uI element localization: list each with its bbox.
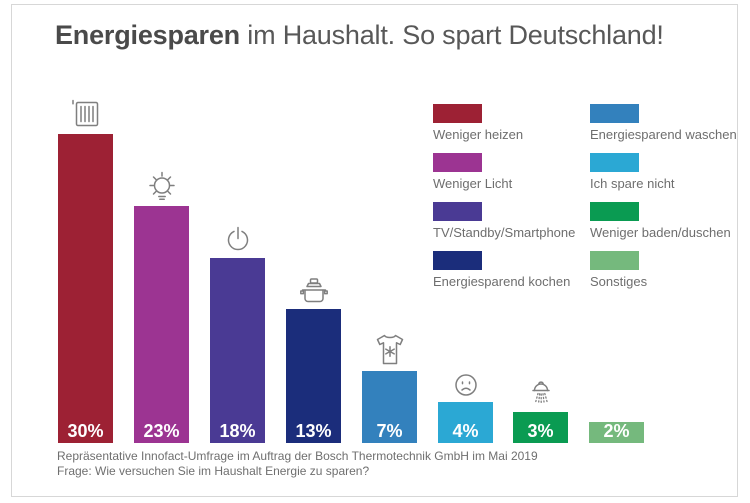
bar-value-label: 13% <box>295 421 332 441</box>
legend-label: Ich spare nicht <box>590 176 675 191</box>
legend-swatch <box>433 104 482 123</box>
bar-value-label: 23% <box>143 421 180 441</box>
legend-item-energiesparend-kochen: Energiesparend kochen <box>433 251 598 289</box>
survey-question: Frage: Wie versuchen Sie im Haushalt Ene… <box>57 464 370 478</box>
bar-sonstiges: 2% <box>589 422 644 443</box>
legend-item-weniger-baden-duschen: Weniger baden/duschen <box>590 202 750 240</box>
legend-label: Weniger baden/duschen <box>590 225 731 240</box>
bar-energiesparend-kochen: 13% <box>286 309 341 443</box>
legend-item-energiesparend-waschen: Energiesparend waschen <box>590 104 750 142</box>
source-note: Repräsentative Innofact-Umfrage im Auftr… <box>57 449 538 463</box>
legend-label: Energiesparend waschen <box>590 127 737 142</box>
legend-label: Energiesparend kochen <box>433 274 571 289</box>
legend-swatch <box>590 202 639 221</box>
bar-value-label: 2% <box>603 421 630 441</box>
bar-tv-standby-smartphone: 18% <box>210 258 265 443</box>
bar-value-label: 30% <box>67 421 104 441</box>
title-regular: im Haushalt. So spart Deutschland! <box>247 20 664 50</box>
legend-item-ich-spare-nicht: Ich spare nicht <box>590 153 750 191</box>
footer: Repräsentative Innofact-Umfrage im Auftr… <box>57 449 538 479</box>
legend-item-weniger-licht: Weniger Licht <box>433 153 598 191</box>
legend-swatch <box>590 104 639 123</box>
legend-item-weniger-heizen: Weniger heizen <box>433 104 598 142</box>
legend-label: TV/Standby/Smartphone <box>433 225 576 240</box>
bar-value-label: 4% <box>452 421 479 441</box>
bar-weniger-heizen: 30% <box>58 134 113 443</box>
legend-label: Weniger heizen <box>433 127 524 142</box>
title-bold: Energiesparen <box>55 20 240 50</box>
bar-weniger-baden-duschen: 3% <box>513 412 568 443</box>
bar-ich-spare-nicht: 4% <box>438 402 493 443</box>
legend-label: Sonstiges <box>590 274 648 289</box>
bar-value-label: 7% <box>376 421 403 441</box>
legend-swatch <box>433 153 482 172</box>
legend-swatch <box>590 153 639 172</box>
legend-label: Weniger Licht <box>433 176 513 191</box>
legend-item-tv-standby-smartphone: TV/Standby/Smartphone <box>433 202 598 240</box>
legend-swatch <box>433 202 482 221</box>
legend-swatch <box>590 251 639 270</box>
legend-swatch <box>433 251 482 270</box>
bar-value-label: 3% <box>527 421 554 441</box>
bar-value-label: 18% <box>219 421 256 441</box>
bar-energiesparend-waschen: 7% <box>362 371 417 443</box>
bar-weniger-licht: 23% <box>134 206 189 443</box>
legend-item-sonstiges: Sonstiges <box>590 251 750 289</box>
page-title: Energiesparen im Haushalt. So spart Deut… <box>55 20 664 51</box>
